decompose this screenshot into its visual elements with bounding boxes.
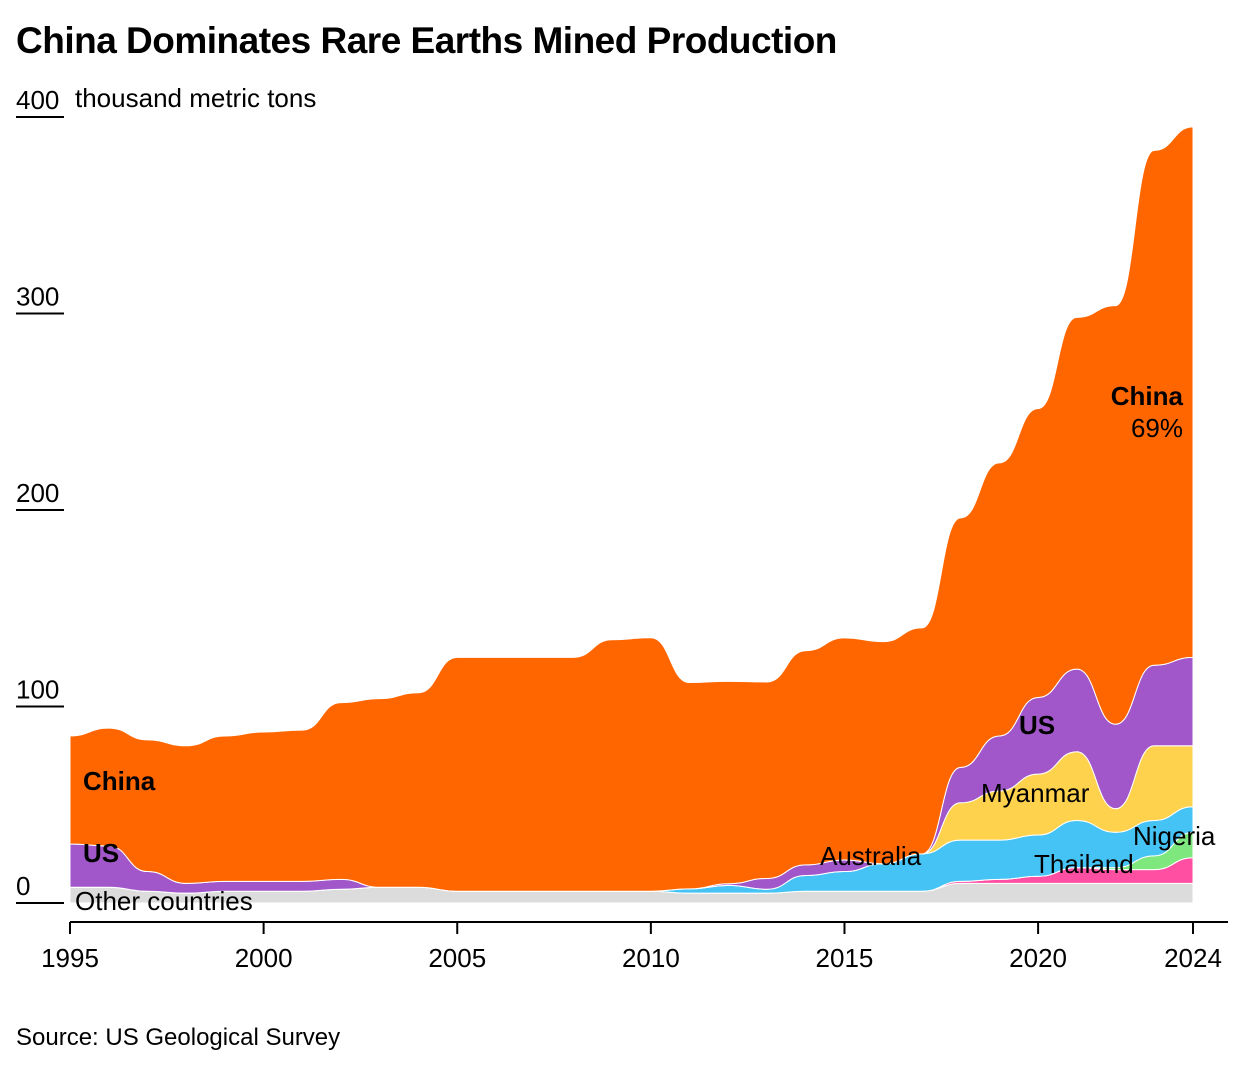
chart-title: China Dominates Rare Earths Mined Produc… [16, 20, 837, 61]
x-tick-label: 2000 [235, 943, 293, 973]
x-tick-label: 2024 [1164, 943, 1222, 973]
y-tick-label: 100 [16, 675, 59, 705]
annotation-us: US [1019, 710, 1055, 740]
annotation-china: China [1111, 381, 1184, 411]
x-tick-label: 1995 [41, 943, 99, 973]
annotation-myanmar: Myanmar [981, 778, 1090, 808]
annotation-69-: 69% [1131, 413, 1183, 443]
annotation-australia: Australia [820, 841, 922, 871]
x-tick-label: 2005 [428, 943, 486, 973]
area-china [69, 126, 1194, 892]
x-tick-label: 2010 [622, 943, 680, 973]
y-axis-label: thousand metric tons [75, 83, 316, 113]
annotation-nigeria: Nigeria [1133, 821, 1216, 851]
x-tick-label: 2015 [816, 943, 874, 973]
annotation-china: China [83, 766, 156, 796]
x-tick-label: 2020 [1009, 943, 1067, 973]
annotation-other-countries: Other countries [75, 886, 253, 916]
y-tick-label: 300 [16, 282, 59, 312]
y-tick-label: 400 [16, 85, 59, 115]
annotation-thailand: Thailand [1034, 849, 1134, 879]
annotation-us: US [83, 838, 119, 868]
source-note: Source: US Geological Survey [16, 1024, 341, 1051]
y-tick-label: 200 [16, 478, 59, 508]
y-tick-label: 0 [16, 871, 30, 901]
